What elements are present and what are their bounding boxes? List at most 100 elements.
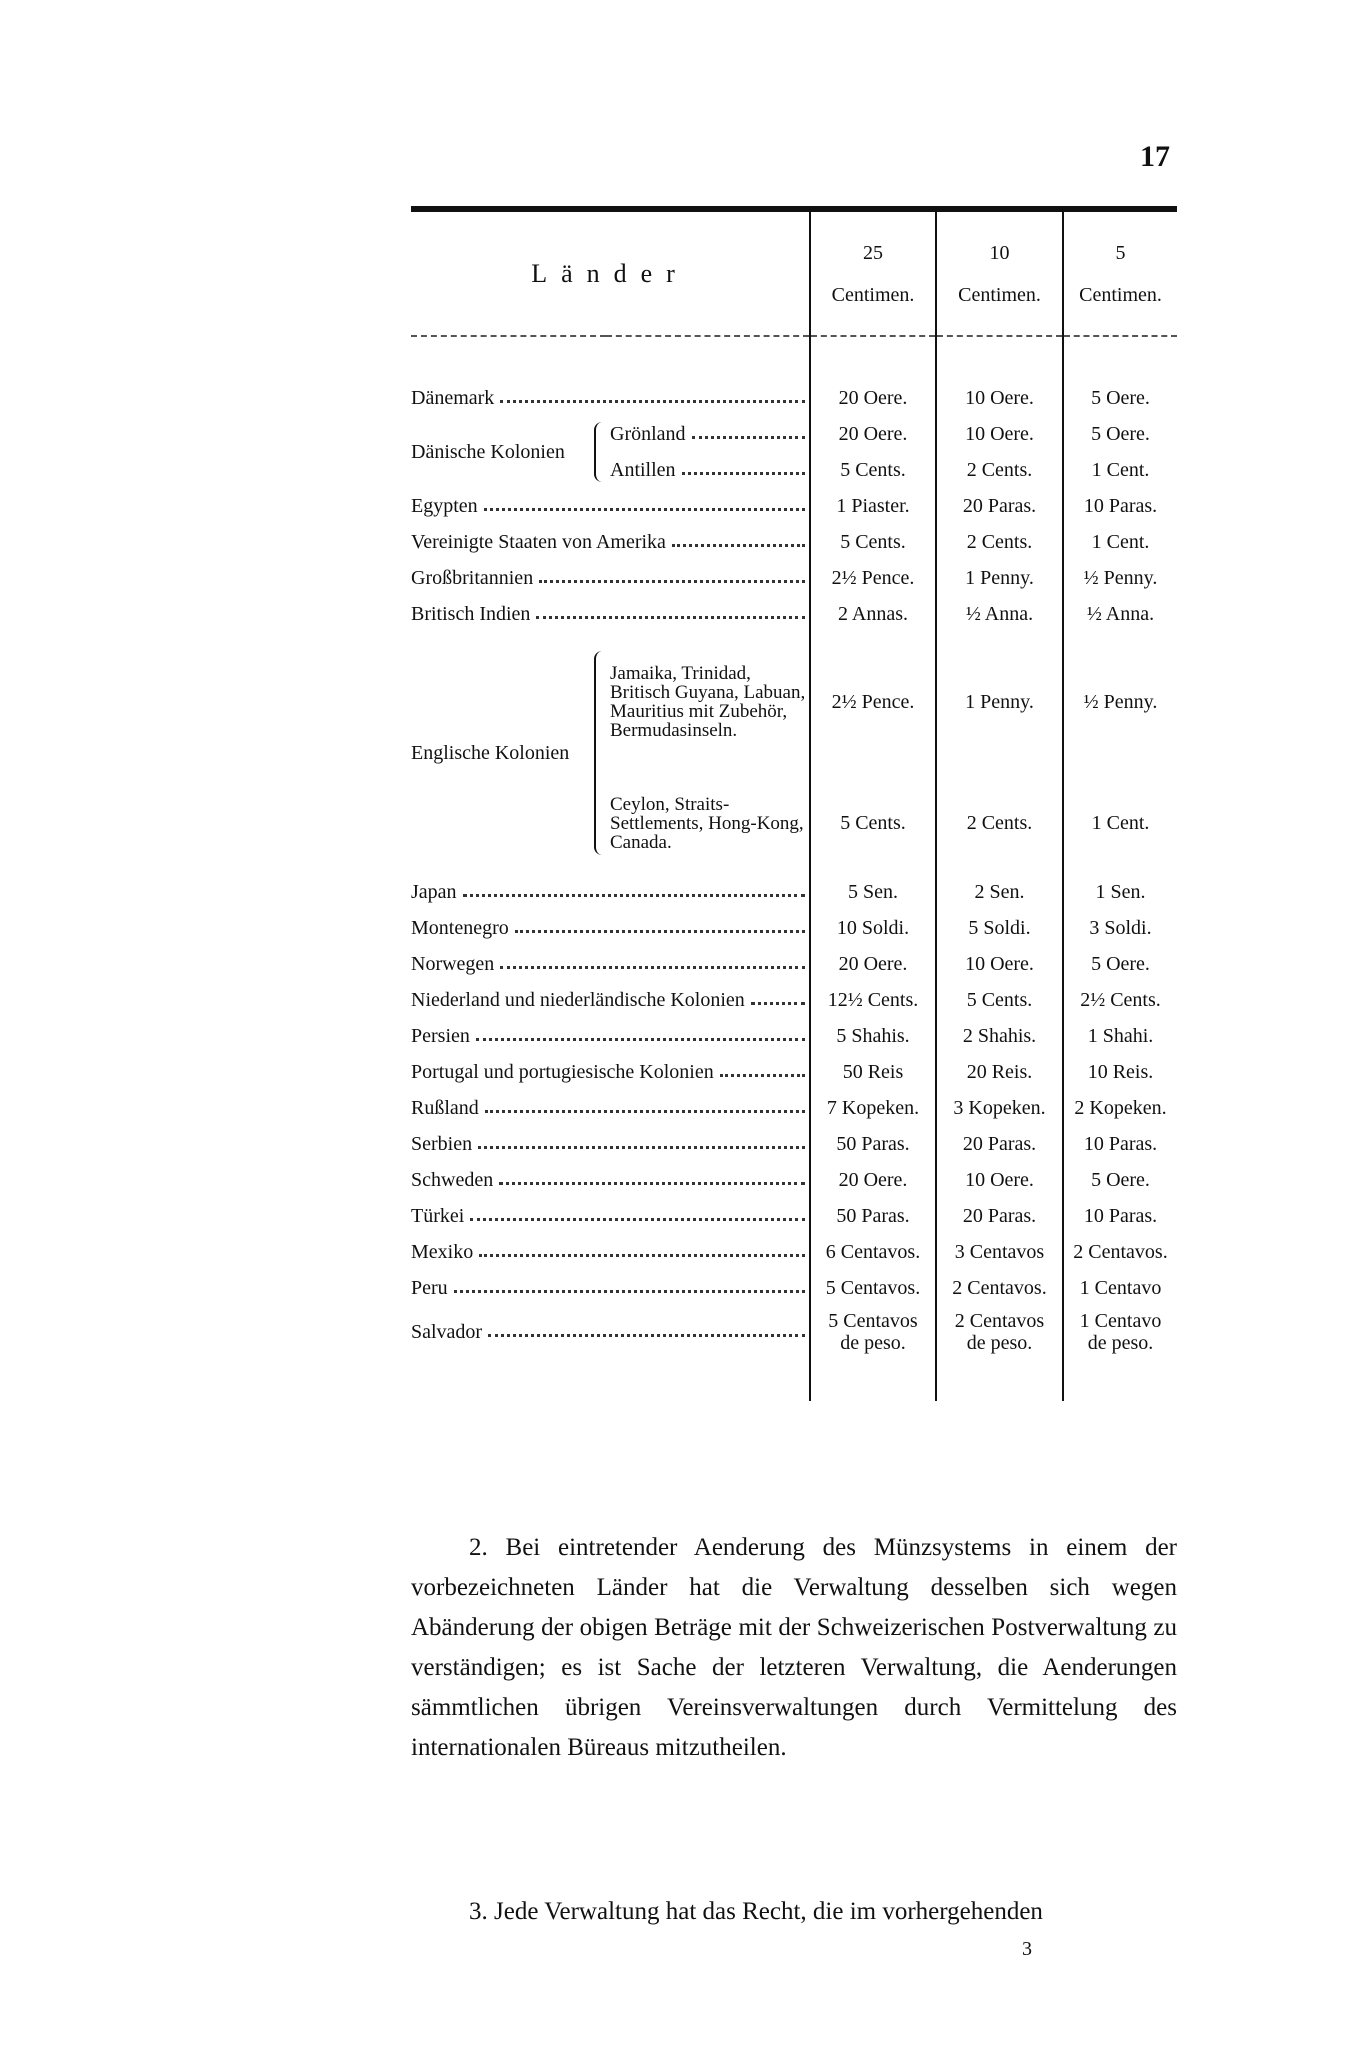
header-value: 5 [1115,241,1126,264]
value-cell: 5 Cents. [809,452,936,488]
table-row: Antillen 5 Cents. 2 Cents. 1 Cent. [411,452,1177,488]
value-cell: 2 Kopeken. [1062,1090,1177,1126]
header-value: 25 [863,241,883,264]
value-cell: 3 Kopeken. [935,1090,1063,1126]
leader-dots [462,893,805,897]
value-cell: 3 Soldi. [1062,910,1177,946]
value-cell: 5 Oere. [1062,946,1177,982]
label-line: Antillen [610,459,809,482]
value-cell: 2 Centavos. [935,1270,1063,1306]
value-cell: 2 Cents. [935,772,1063,874]
value-cell: 1 Cent. [1062,524,1177,560]
leader-dots [539,579,805,583]
value-cell: 50 Reis [809,1054,936,1090]
brace [594,651,604,855]
leader-dots [671,543,805,547]
value-cell: 10 Oere. [935,416,1063,452]
table-row: Norwegen 20 Oere. 10 Oere. 5 Oere. [411,946,1177,982]
label-line: Dänemark [411,387,809,410]
country-cell: Jamaika, Trinidad, Britisch Guyana, Labu… [606,632,810,772]
country-cell: Mexiko [411,1234,810,1270]
value-cell: 5 Sen. [809,874,936,910]
value-cell: 10 Reis. [1062,1054,1177,1090]
country-cell: Großbritannien [411,560,810,596]
leader-dots [475,1037,805,1041]
value-cell: 20 Paras. [935,488,1063,524]
value-cell: 5 Centavos. [809,1270,936,1306]
table-row: Montenegro 10 Soldi. 5 Soldi. 3 Soldi. [411,910,1177,946]
spacer-cell [1062,1358,1177,1401]
country-name: Rußland [411,1096,479,1119]
label-line: Großbritannien [411,567,809,590]
country-cell: Egypten [411,488,810,524]
leader-dots [478,1145,805,1149]
label-line: Salvador [411,1321,809,1344]
leader-dots [479,1253,805,1257]
country-cell: Ceylon, Straits-Settlements, Hong-Kong, … [606,772,810,874]
leader-dots [483,507,805,511]
country-name: Schweden [411,1168,494,1191]
value-cell: 20 Oere. [809,380,936,416]
country-name: Britisch Indien [411,602,531,625]
country-cell: Grönland [606,416,810,452]
country-name: Ceylon, Straits-Settlements, Hong-Kong, … [610,793,804,853]
country-name: Norwegen [411,952,495,975]
value-cell: 50 Paras. [809,1198,936,1234]
table-row: Japan 5 Sen. 2 Sen. 1 Sen. [411,874,1177,910]
value-cell: 5 Cents. [809,772,936,874]
value-cell: 50 Paras. [809,1126,936,1162]
value-cell: 5 Soldi. [935,910,1063,946]
value-cell: 10 Paras. [1062,488,1177,524]
value-cell: ½ Anna. [1062,596,1177,632]
table-row: Egypten 1 Piaster. 20 Paras. 10 Paras. [411,488,1177,524]
value-cell: 2 Cents. [935,524,1063,560]
leader-dots [484,1109,805,1113]
country-name: Jamaika, Trinidad, Britisch Guyana, Labu… [610,663,806,741]
value-cell: 20 Paras. [935,1198,1063,1234]
value-cell: 2 Cents. [935,452,1063,488]
value-cell: 2½ Pence. [809,560,936,596]
value-cell: 1 Sen. [1062,874,1177,910]
label-line: Schweden [411,1169,809,1192]
value-cell: 2 Shahis. [935,1018,1063,1054]
value-cell: 5 Shahis. [809,1018,936,1054]
country-cell: Niederland und niederländische Kolonien [411,982,810,1018]
country-name: Mexiko [411,1240,474,1263]
leader-dots [470,1217,805,1221]
table-row: Portugal und portugiesische Kolonien 50 R… [411,1054,1177,1090]
table-row: Peru 5 Centavos. 2 Centavos. 1 Centavo [411,1270,1177,1306]
value-cell: 10 Oere. [935,1162,1063,1198]
value-cell: 1 Piaster. [809,488,936,524]
label-line: Egypten [411,495,809,518]
group-name: Dänische Kolonien [411,440,565,463]
country-cell: Antillen [606,452,810,488]
leader-dots [488,1333,805,1337]
value-cell: 5 Oere. [1062,416,1177,452]
table-row: Britisch Indien 2 Annas. ½ Anna. ½ Anna. [411,596,1177,632]
header-unit: Centimen. [831,283,915,306]
spacer-row [411,336,1177,380]
table-row: Ceylon, Straits-Settlements, Hong-Kong, … [411,772,1177,874]
value-cell: 20 Oere. [809,416,936,452]
value-cell: 5 Centavos de peso. [809,1306,936,1358]
table-row: Persien 5 Shahis. 2 Shahis. 1 Shahi. [411,1018,1177,1054]
table-row: Niederland und niederländische Kolonien 1… [411,982,1177,1018]
leader-dots [514,929,805,933]
country-cell: Norwegen [411,946,810,982]
country-name: Niederland und niederländische Kolonien [411,988,745,1011]
value-cell: ½ Penny. [1062,560,1177,596]
country-cell: Schweden [411,1162,810,1198]
leader-dots [691,435,805,439]
leader-dots [499,1181,805,1185]
country-cell: Dänemark [411,380,810,416]
value-cell: 1 Centavo de peso. [1062,1306,1177,1358]
value-cell: 2 Centavos. [1062,1234,1177,1270]
country-name: Montenegro [411,916,509,939]
value-cell: 1 Penny. [935,560,1063,596]
value-cell: 1 Penny. [935,632,1063,772]
country-cell: Rußland [411,1090,810,1126]
currency-table: Länder 25 Centimen. 10 Centimen. 5 Centimen. D… [411,206,1177,1401]
group-name: Englische Kolonien [411,741,570,764]
label-line: Portugal und portugiesische Kolonien [411,1061,809,1084]
